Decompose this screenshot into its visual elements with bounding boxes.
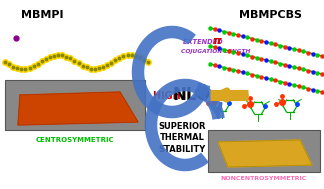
Text: CENTROSYMMETRIC: CENTROSYMMETRIC (36, 137, 114, 143)
Text: MBMPI: MBMPI (21, 10, 63, 20)
FancyBboxPatch shape (208, 130, 320, 172)
Text: EXTENDED: EXTENDED (183, 39, 225, 45)
Polygon shape (218, 140, 312, 167)
Text: MBMPCBS: MBMPCBS (238, 10, 302, 20)
Text: HIGH: HIGH (153, 91, 184, 101)
Polygon shape (18, 92, 138, 125)
Text: COJUGATION LENGTH: COJUGATION LENGTH (181, 50, 250, 54)
Text: NLO: NLO (172, 86, 210, 104)
Text: SUPERIOR
THERMAL
STABILITY: SUPERIOR THERMAL STABILITY (158, 122, 206, 154)
FancyBboxPatch shape (5, 80, 145, 130)
Text: NONCENTROSYMMETRIC: NONCENTROSYMMETRIC (221, 176, 307, 181)
Text: π: π (212, 36, 221, 46)
